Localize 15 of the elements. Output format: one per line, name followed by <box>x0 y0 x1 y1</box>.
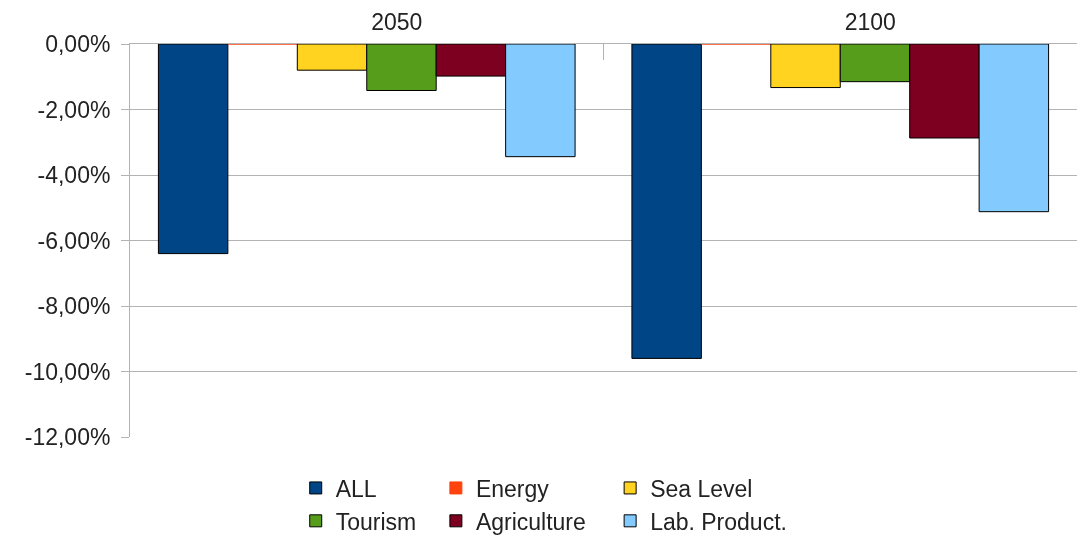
legend-label: Energy <box>475 475 550 502</box>
y-tick-label: -10,00% <box>24 358 111 385</box>
x-tick-label: 2100 <box>844 8 896 35</box>
legend-label: Agriculture <box>475 508 586 535</box>
legend-label: ALL <box>335 475 377 502</box>
y-tick-label: -8,00% <box>37 293 111 320</box>
legend-label: Sea Level <box>650 475 753 502</box>
y-tick-label: -2,00% <box>37 96 111 123</box>
legend-label: Tourism <box>335 508 417 535</box>
x-tick-label: 2050 <box>371 8 423 35</box>
y-tick-label: 0,00% <box>45 31 111 58</box>
legend-label: Lab. Product. <box>650 508 787 535</box>
y-tick-label: -12,00% <box>24 424 111 451</box>
y-tick-label: -6,00% <box>37 227 111 254</box>
y-tick-label: -4,00% <box>37 162 111 189</box>
